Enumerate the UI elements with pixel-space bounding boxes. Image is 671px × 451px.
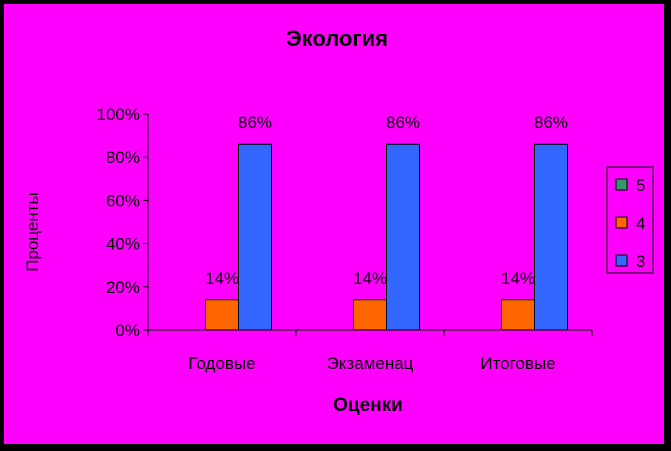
x-tick-label: Экзаменац	[327, 354, 414, 373]
x-tick-label: Годовые	[188, 354, 255, 373]
plot-area: 0% 20% 40% 60% 80% 100% Годовые Экзаменац Итогов…	[97, 105, 593, 373]
legend-label: 5	[636, 176, 645, 195]
legend: 5 4 3	[615, 176, 645, 271]
y-tick-label: 100%	[97, 105, 140, 124]
x-axis-label: Оценки	[333, 395, 403, 416]
bar	[205, 299, 239, 331]
y-tick-label: 0%	[115, 321, 140, 340]
data-label: 14%	[353, 269, 387, 288]
y-tick-label: 60%	[106, 191, 140, 210]
legend-box	[606, 166, 654, 274]
legend-swatch	[615, 216, 628, 229]
legend-swatch	[615, 178, 628, 191]
bar	[238, 143, 272, 331]
data-label: 86%	[534, 113, 568, 132]
y-tick-label: 80%	[106, 148, 140, 167]
legend-swatch	[615, 254, 628, 267]
data-label: 86%	[238, 113, 272, 132]
bar	[501, 299, 535, 331]
legend-label: 3	[636, 252, 645, 271]
data-label: 14%	[501, 269, 535, 288]
y-tick-label: 20%	[106, 278, 140, 297]
data-label: 86%	[386, 113, 420, 132]
chart-title: Экология	[286, 26, 388, 51]
y-tick-label: 40%	[106, 235, 140, 254]
bar	[386, 143, 420, 331]
legend-label: 4	[636, 214, 645, 233]
bar	[353, 299, 387, 331]
y-axis-label: Проценты	[23, 192, 42, 272]
data-label: 14%	[205, 269, 239, 288]
x-tick-label: Итоговые	[480, 354, 555, 373]
bar	[534, 143, 568, 331]
